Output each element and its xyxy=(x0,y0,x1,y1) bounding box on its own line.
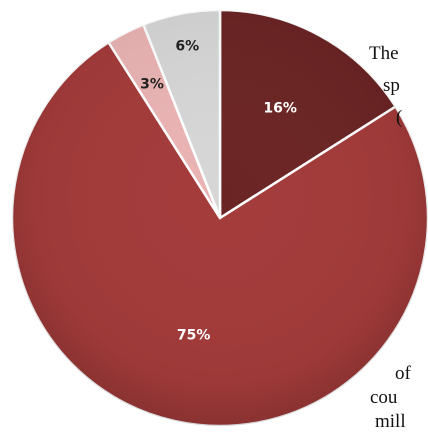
side-text-line-4: of xyxy=(395,363,411,384)
pie-label-16: 16% xyxy=(263,101,297,117)
side-text-line-6: mill xyxy=(375,411,406,432)
side-text-line-1: The xyxy=(369,43,399,64)
side-text-line-5: cou xyxy=(370,387,398,408)
pie-label-6: 6% xyxy=(175,38,199,54)
side-text-line-3: ( xyxy=(396,107,403,128)
side-text-line-2: sp xyxy=(383,75,400,96)
pie-label-3: 3% xyxy=(140,77,164,93)
pie-label-75: 75% xyxy=(177,328,211,344)
